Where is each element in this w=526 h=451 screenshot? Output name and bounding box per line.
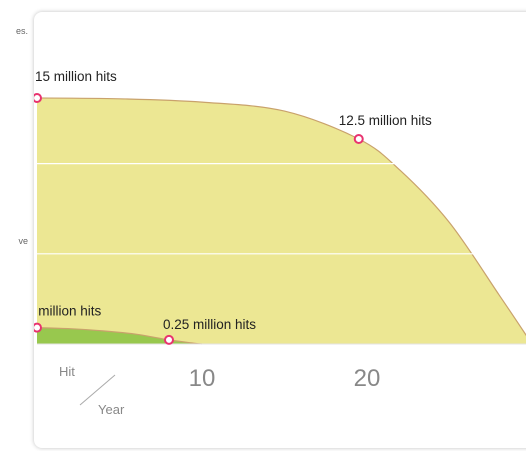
- x-axis-label: Year: [98, 402, 125, 417]
- data-marker-2: [353, 134, 364, 144]
- series-area-small: [37, 327, 202, 344]
- x-tick-label-2: 20: [354, 365, 381, 392]
- series-line-large: [36, 97, 526, 337]
- x-tick-label-1: 10: [189, 365, 216, 392]
- data-label-4: 0.25 million hits: [163, 317, 256, 332]
- axis-corner-divider: [79, 374, 116, 406]
- side-text-mid: ve: [18, 236, 28, 246]
- data-marker-4: [164, 334, 174, 345]
- y-axis-label: Hit: [59, 364, 75, 379]
- data-label-3: 1 million hits: [34, 304, 102, 319]
- side-text-top: es.: [15, 26, 28, 36]
- data-marker-3: [34, 322, 42, 333]
- series-line-small: [36, 327, 203, 345]
- data-label-2: 12.5 million hits: [339, 113, 432, 128]
- series-area-large: [37, 98, 526, 344]
- data-marker-1: [34, 93, 42, 103]
- area-chart: 15 million hits 12.5 million hits 1 millio…: [34, 69, 526, 417]
- data-label-1: 15 million hits: [35, 69, 117, 84]
- chart-card: 15 million hits 12.5 million hits 1 millio…: [34, 12, 526, 448]
